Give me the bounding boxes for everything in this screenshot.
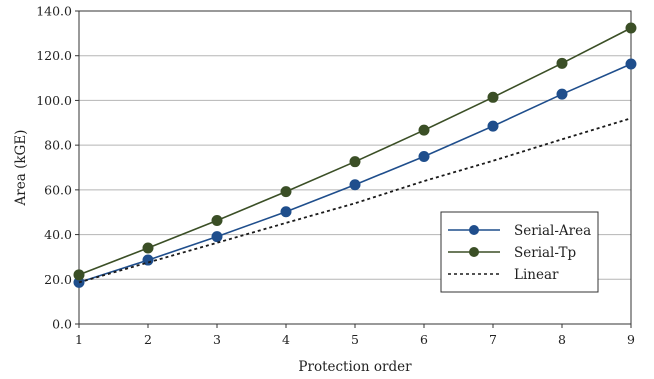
data-point-serial-tp [556,57,568,69]
data-point-serial-area [625,58,637,70]
x-tick-label: 8 [558,332,566,347]
data-point-serial-tp [349,156,361,168]
y-tick-label: 40.0 [44,227,72,242]
data-point-serial-area [418,151,430,163]
x-tick-label: 6 [420,332,428,347]
data-point-serial-tp [142,242,154,254]
legend-label-serial-area: Serial-Area [514,223,591,239]
data-point-serial-tp [487,91,499,103]
series-group [73,22,637,288]
y-tick-label: 0.0 [52,317,72,332]
data-point-serial-tp [73,269,85,281]
plot-frame [78,10,632,325]
data-point-serial-tp [211,214,223,226]
x-tick-label: 5 [351,332,359,347]
y-tick-label: 120.0 [36,48,72,63]
y-tick-label: 140.0 [36,4,72,19]
data-point-serial-area [556,88,568,100]
legend-label-linear: Linear [514,267,559,283]
data-point-serial-tp [625,22,637,34]
legend: Serial-Area Serial-Tp Linear [440,211,599,293]
legend-marker-serial-tp [469,247,479,257]
x-tick-label: 7 [489,332,497,347]
legend-marker-serial-area [469,225,479,235]
data-point-serial-area [280,206,292,218]
x-tick-label: 1 [75,332,83,347]
x-tick-label: 9 [627,332,635,347]
x-tick-label: 2 [144,332,152,347]
y-axis-title: Area (kGE) [13,130,29,207]
x-tick-label: 4 [282,332,290,347]
data-point-serial-area [349,179,361,191]
data-point-serial-tp [418,124,430,136]
y-tick-label: 80.0 [44,138,72,153]
data-point-serial-area [211,231,223,243]
data-point-serial-area [487,120,499,132]
x-axis-title: Protection order [298,359,412,375]
y-tick-label: 60.0 [44,182,72,197]
axes: 0.0 20.0 40.0 60.0 80.0 100.0 120.0 140.0 1 2 3 4 5 6… [36,4,635,348]
x-tick-label: 3 [213,332,221,347]
y-tick-label: 100.0 [36,93,72,108]
legend-label-serial-tp: Serial-Tp [514,245,576,261]
y-tick-label: 20.0 [44,272,72,287]
data-point-serial-tp [280,186,292,198]
